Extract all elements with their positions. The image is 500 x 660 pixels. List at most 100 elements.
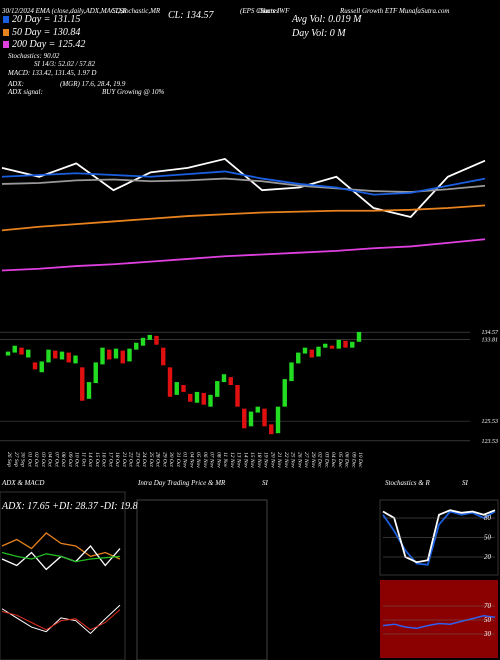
date-label: 09 Dec bbox=[350, 452, 356, 468]
date-label: 08 Nov bbox=[215, 452, 221, 468]
date-label: 19 Nov bbox=[263, 452, 269, 468]
sw20 bbox=[3, 16, 9, 23]
date-label: 12 Nov bbox=[229, 452, 235, 468]
date-label: 21 Nov bbox=[276, 452, 282, 468]
candle bbox=[100, 347, 105, 365]
rsi-box bbox=[380, 580, 498, 658]
adx-sig-val: BUY Growing @ 10% bbox=[102, 88, 165, 96]
date-label: 13 Nov bbox=[236, 452, 242, 468]
date-label: 05 Dec bbox=[337, 452, 343, 468]
candle bbox=[255, 406, 260, 413]
candle bbox=[93, 362, 98, 384]
candle bbox=[282, 379, 287, 407]
candle bbox=[228, 377, 233, 386]
line bbox=[382, 615, 496, 630]
date-label: 10 Oct bbox=[74, 452, 80, 467]
line bbox=[1, 609, 121, 631]
candle bbox=[26, 349, 31, 358]
sw50 bbox=[3, 29, 9, 36]
date-label: 11 Oct bbox=[80, 452, 86, 467]
candle bbox=[167, 367, 173, 397]
day-vol: Day Vol: 0 M bbox=[291, 28, 346, 39]
date-label: 30 Sep bbox=[20, 451, 26, 467]
candle bbox=[275, 406, 281, 434]
date-label: 27 Nov bbox=[303, 452, 309, 468]
candle bbox=[201, 392, 206, 405]
date-label: 18 Nov bbox=[256, 452, 262, 468]
candle bbox=[59, 351, 65, 360]
adx-title: ADX & MACD bbox=[1, 479, 44, 487]
candle bbox=[350, 341, 355, 348]
date-label: 18 Oct bbox=[114, 452, 120, 467]
date-label: 15 Oct bbox=[94, 452, 100, 467]
candle bbox=[127, 348, 132, 362]
candle bbox=[174, 382, 179, 395]
candle bbox=[194, 391, 200, 403]
d200: 200 Day = 125.42 bbox=[12, 39, 85, 50]
candle bbox=[134, 342, 139, 350]
si: SI 14/3: 52.02 / 57.82 bbox=[34, 60, 96, 68]
candle bbox=[154, 335, 159, 345]
date-label: 05 Nov bbox=[195, 452, 201, 468]
date-label: 04 Nov bbox=[188, 452, 195, 468]
price-label: 123.53 bbox=[482, 439, 499, 445]
candle bbox=[269, 424, 274, 435]
date-label: 16 Oct bbox=[101, 452, 107, 467]
date-label: 01 Nov bbox=[182, 452, 188, 468]
candle bbox=[215, 381, 220, 397]
candle bbox=[107, 349, 112, 360]
candle bbox=[5, 351, 11, 356]
line bbox=[1, 170, 486, 196]
line bbox=[382, 509, 496, 564]
date-label: 28 Oct bbox=[155, 452, 161, 467]
candle bbox=[309, 349, 314, 358]
date-label: 15 Nov bbox=[249, 452, 255, 468]
price-label: 133.81 bbox=[482, 338, 499, 344]
date-label: 22 Nov bbox=[283, 452, 289, 468]
date-label: 29 Oct bbox=[161, 452, 167, 467]
line bbox=[1, 204, 486, 232]
price-label: 125.53 bbox=[482, 419, 499, 425]
date-label: 04 Oct bbox=[47, 452, 54, 467]
candle bbox=[113, 348, 119, 359]
candle bbox=[221, 374, 227, 383]
tick-label: 80 bbox=[484, 514, 492, 522]
candle bbox=[32, 362, 38, 370]
close: CL: 134.57 bbox=[168, 10, 215, 21]
header-left: 30/12/2024 EMA (close,daily,ADX,MACD,R bbox=[1, 7, 127, 15]
date-label: 11 Nov bbox=[222, 452, 228, 468]
eps: (EPS Charts IWF bbox=[240, 7, 290, 15]
date-label: 31 Oct bbox=[175, 451, 181, 467]
candle bbox=[188, 393, 193, 402]
candle bbox=[140, 337, 146, 346]
adx: ADX: bbox=[7, 80, 24, 88]
candle bbox=[242, 408, 247, 429]
date-label: 03 Oct bbox=[40, 452, 46, 467]
date-label: 22 Oct bbox=[128, 452, 134, 467]
date-label: 26 Nov bbox=[296, 452, 302, 468]
adx-box bbox=[0, 491, 126, 660]
date-label: 04 Dec bbox=[330, 452, 337, 468]
candle bbox=[343, 340, 348, 348]
date-label: 25 Nov bbox=[290, 452, 296, 468]
stoch: Stochastics: 90.02 bbox=[8, 52, 60, 60]
candle bbox=[19, 347, 24, 355]
candle bbox=[289, 362, 294, 382]
candle bbox=[80, 367, 85, 401]
line bbox=[1, 177, 486, 193]
date-label: 27 Sep bbox=[13, 452, 19, 467]
adx-sig: ADX signal: bbox=[7, 88, 43, 96]
candle bbox=[262, 408, 267, 427]
candle bbox=[86, 382, 92, 399]
date-label: 03 Dec bbox=[323, 452, 329, 468]
candle bbox=[73, 355, 78, 364]
candle bbox=[302, 347, 308, 354]
header-right: Russell Growth ETF MunafaSutra.com bbox=[339, 7, 449, 15]
date-label: 24 Oct bbox=[141, 452, 148, 467]
date-label: 07 Nov bbox=[209, 452, 215, 468]
candle bbox=[356, 331, 362, 342]
date-label: 14 Nov bbox=[242, 452, 249, 468]
candle bbox=[161, 347, 166, 366]
date-label: 09 Oct bbox=[67, 452, 73, 467]
